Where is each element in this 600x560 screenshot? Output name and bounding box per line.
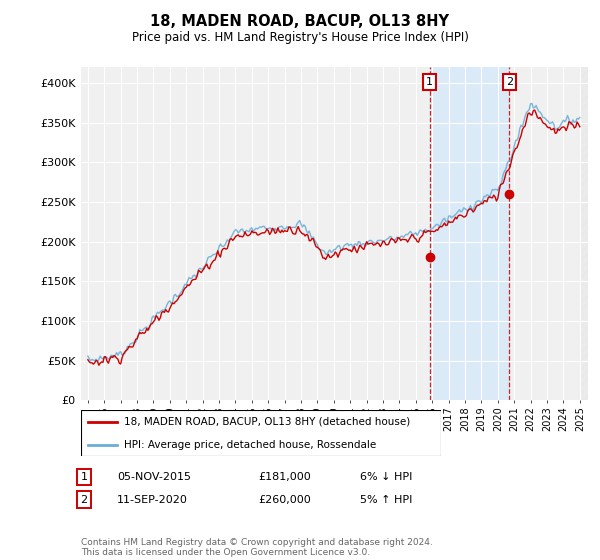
Text: 18, MADEN ROAD, BACUP, OL13 8HY (detached house): 18, MADEN ROAD, BACUP, OL13 8HY (detache… [124,417,410,427]
Text: Contains HM Land Registry data © Crown copyright and database right 2024.
This d: Contains HM Land Registry data © Crown c… [81,538,433,557]
Text: 1: 1 [426,77,433,87]
Text: HPI: Average price, detached house, Rossendale: HPI: Average price, detached house, Ross… [124,440,376,450]
Text: 6% ↓ HPI: 6% ↓ HPI [360,472,412,482]
FancyBboxPatch shape [81,410,441,456]
Text: 2: 2 [80,494,88,505]
Bar [430,67,509,400]
Text: £181,000: £181,000 [258,472,311,482]
Text: 2: 2 [506,77,513,87]
Text: 18, MADEN ROAD, BACUP, OL13 8HY: 18, MADEN ROAD, BACUP, OL13 8HY [151,14,449,29]
Text: 5% ↑ HPI: 5% ↑ HPI [360,494,412,505]
Text: £260,000: £260,000 [258,494,311,505]
Text: 11-SEP-2020: 11-SEP-2020 [117,494,188,505]
Text: 05-NOV-2015: 05-NOV-2015 [117,472,191,482]
Text: 1: 1 [80,472,88,482]
Bar [580,67,588,400]
Text: Price paid vs. HM Land Registry's House Price Index (HPI): Price paid vs. HM Land Registry's House … [131,31,469,44]
